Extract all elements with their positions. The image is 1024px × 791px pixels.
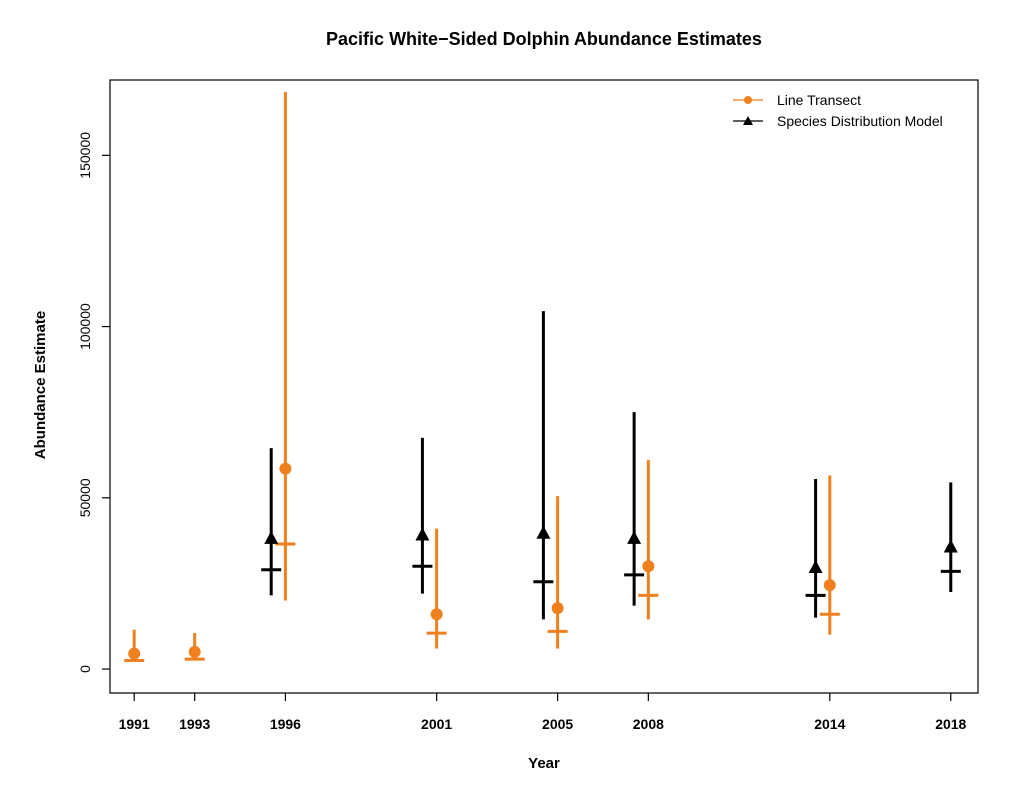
y-tick-label: 50000 bbox=[77, 478, 93, 517]
plot-frame bbox=[109, 79, 979, 694]
line-transect-point bbox=[188, 645, 201, 658]
y-tick-label: 100000 bbox=[77, 303, 93, 350]
sdm-point bbox=[264, 530, 279, 544]
line-transect-point bbox=[279, 462, 292, 475]
axes: 1991 1993 1996 2001 2005 2008 2014 2018 0 50000 10… bbox=[77, 132, 967, 732]
chart-title: Pacific White−Sided Dolphin Abundance Es… bbox=[326, 29, 762, 49]
y-tick-label: 0 bbox=[77, 665, 93, 673]
line-transect-point bbox=[823, 579, 836, 592]
legend: Line Transect Species Distribution Model bbox=[733, 92, 943, 129]
sdm-point bbox=[415, 527, 430, 541]
x-tick-label: 2005 bbox=[542, 716, 573, 732]
y-tick-label: 150000 bbox=[77, 132, 93, 179]
line-transect-point bbox=[128, 647, 141, 660]
line-transect-point bbox=[642, 560, 655, 573]
x-tick-label: 1993 bbox=[179, 716, 210, 732]
x-tick-label: 2014 bbox=[814, 716, 845, 732]
x-tick-label: 1991 bbox=[119, 716, 150, 732]
sdm-point bbox=[808, 560, 823, 574]
x-tick-label: 2008 bbox=[633, 716, 664, 732]
sdm-point bbox=[536, 525, 551, 539]
line-transect-point bbox=[430, 608, 443, 621]
legend-label-line-transect: Line Transect bbox=[777, 92, 861, 108]
sdm-point bbox=[943, 539, 958, 553]
y-axis-title: Abundance Estimate bbox=[32, 311, 49, 459]
x-tick-label: 2001 bbox=[421, 716, 452, 732]
legend-marker-line-transect bbox=[744, 96, 752, 104]
data-marks bbox=[124, 91, 961, 662]
legend-label-sdm: Species Distribution Model bbox=[777, 113, 943, 129]
sdm-point bbox=[627, 530, 642, 544]
x-tick-label: 1996 bbox=[270, 716, 301, 732]
x-axis-title: Year bbox=[528, 755, 560, 772]
x-tick-label: 2018 bbox=[935, 716, 966, 732]
line-transect-point bbox=[551, 602, 564, 615]
legend-marker-sdm bbox=[743, 116, 753, 125]
